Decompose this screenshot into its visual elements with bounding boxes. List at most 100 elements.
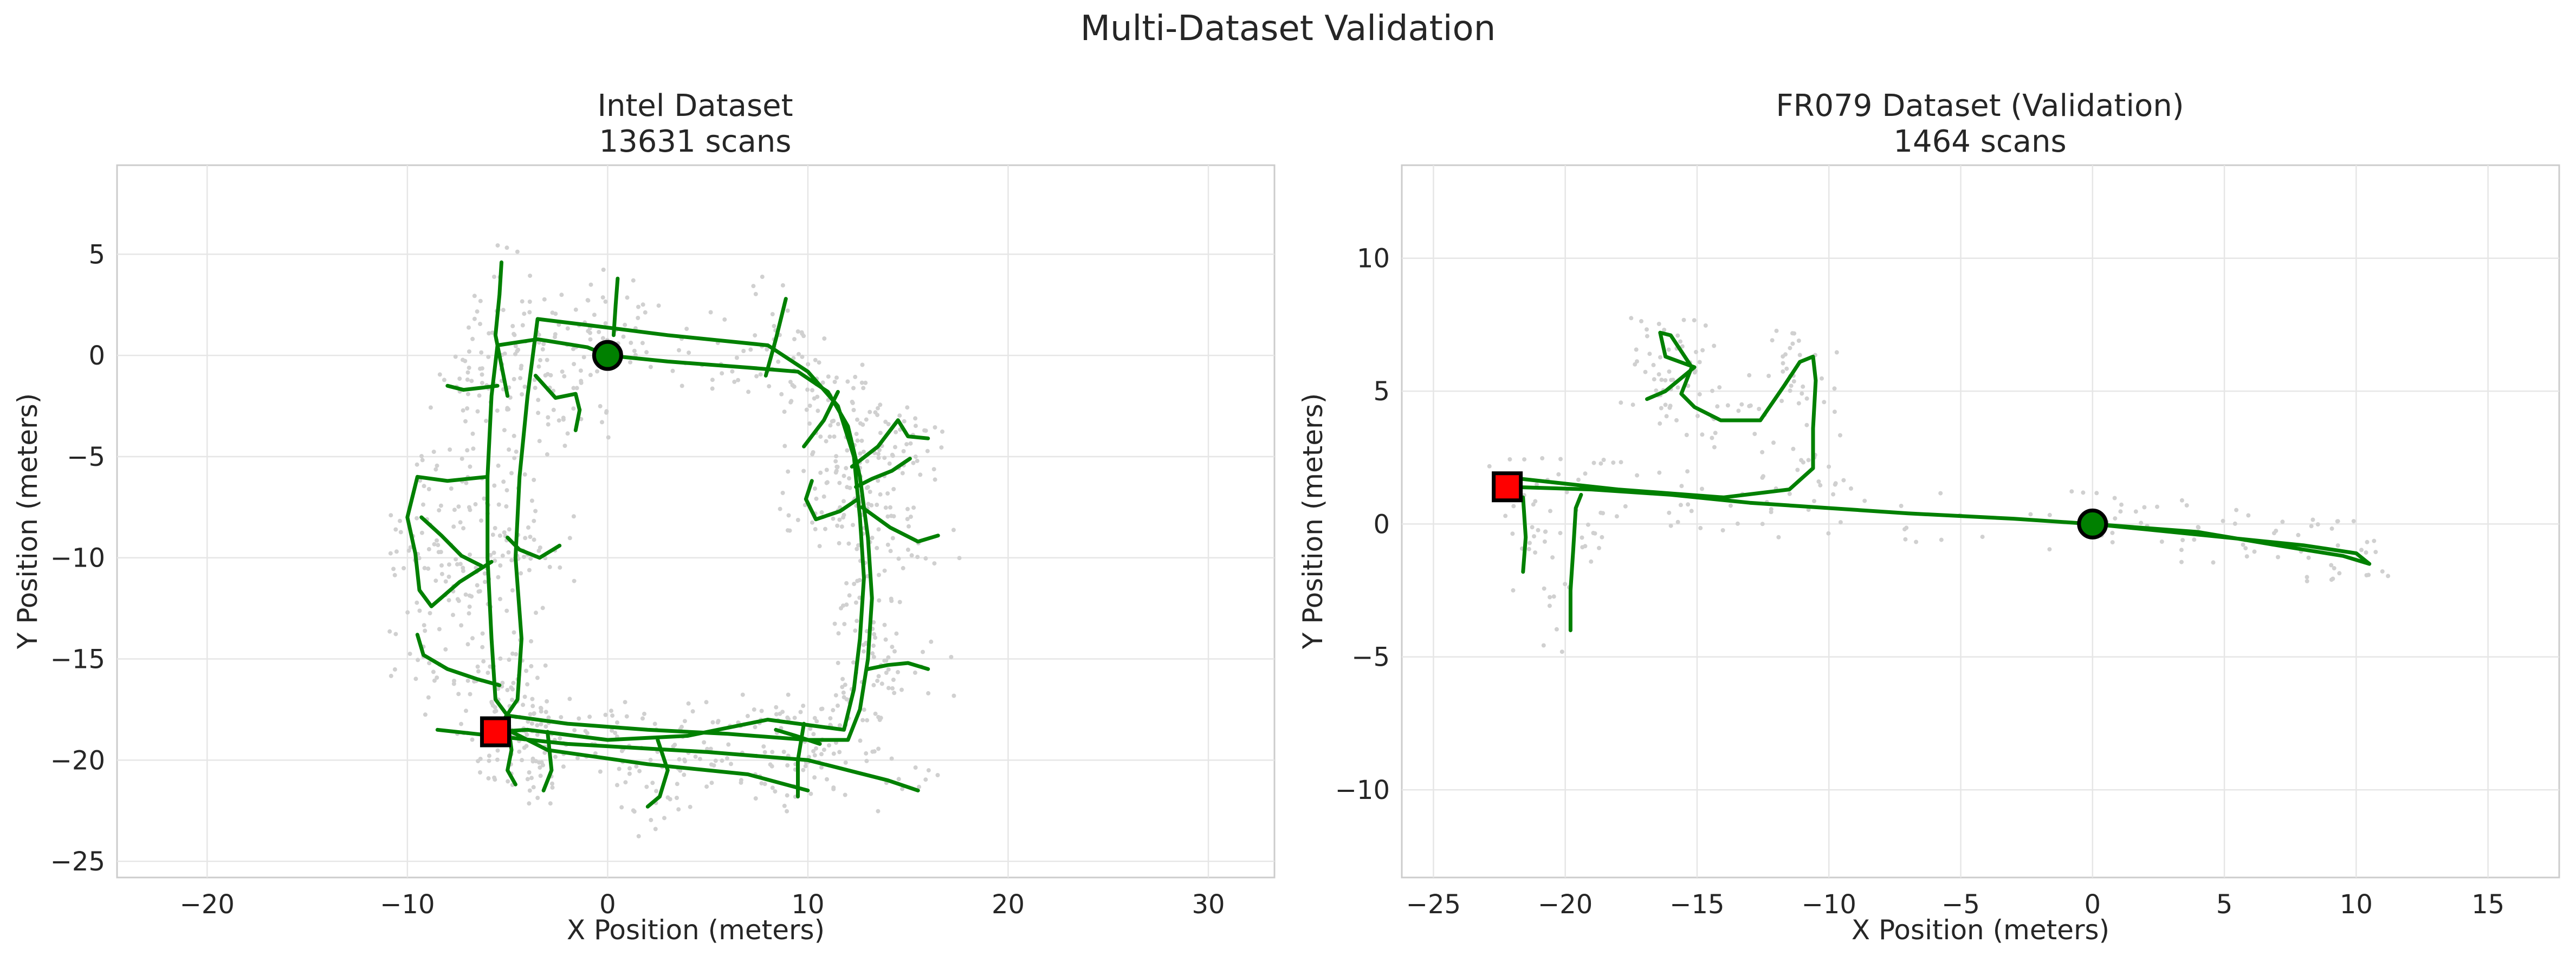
intel-map-point: [394, 549, 399, 554]
intel-map-point: [913, 424, 918, 428]
fr079-map-point: [1580, 535, 1584, 540]
intel-map-point: [693, 754, 698, 759]
intel-map-point: [509, 558, 514, 563]
fr079-map-point: [1554, 627, 1559, 632]
intel-map-point: [387, 629, 392, 634]
intel-trajectory-segment: [541, 730, 554, 792]
intel-map-point: [705, 746, 710, 751]
intel-y-axis-label: Y Position (meters): [12, 393, 43, 649]
intel-map-point: [818, 470, 823, 475]
intel-map-point: [495, 243, 500, 248]
intel-map-point: [459, 623, 464, 628]
intel-map-point: [478, 770, 482, 775]
intel-map-point: [572, 362, 577, 367]
fr079-y-tick-label: 0: [1373, 509, 1390, 540]
fr079-map-point: [1533, 499, 1538, 504]
intel-map-point: [624, 714, 629, 719]
intel-x-axis-label: X Position (meters): [567, 914, 825, 946]
intel-map-point: [682, 719, 687, 724]
intel-map-point: [865, 485, 869, 490]
intel-map-point: [520, 758, 525, 763]
fr079-x-tick-label: 0: [2085, 889, 2101, 920]
intel-map-point: [643, 310, 648, 315]
intel-map-point: [740, 692, 745, 697]
intel-map-point: [574, 386, 579, 391]
intel-map-point: [465, 678, 470, 683]
intel-map-point: [458, 562, 463, 567]
intel-map-point: [770, 785, 775, 790]
intel-map-point: [826, 374, 831, 379]
fr079-map-point: [1591, 460, 1596, 465]
intel-map-point: [531, 785, 536, 790]
intel-map-point: [476, 759, 481, 764]
intel-map-point: [455, 597, 460, 602]
fr079-map-point: [1831, 492, 1836, 497]
intel-map-point: [575, 756, 580, 760]
intel-map-point: [528, 712, 533, 717]
intel-map-point: [858, 451, 863, 456]
intel-map-point: [432, 542, 437, 547]
intel-map-point: [559, 715, 564, 720]
intel-map-point: [801, 334, 806, 339]
intel-map-point: [868, 490, 872, 494]
fr079-map-point: [2252, 549, 2257, 554]
intel-map-point: [876, 809, 881, 814]
intel-map-point: [837, 480, 842, 485]
fr079-trajectory-segment: [1494, 330, 1818, 499]
intel-map-point: [406, 548, 411, 553]
fr079-map-point: [1728, 503, 1733, 508]
intel-map-point: [878, 402, 883, 407]
fr079-map-point: [2305, 575, 2309, 580]
intel-map-point: [684, 327, 689, 332]
intel-map-point: [610, 713, 615, 718]
intel-map-point: [600, 336, 605, 341]
intel-map-point: [697, 757, 702, 762]
intel-map-point: [456, 692, 461, 697]
fr079-map-point: [1736, 408, 1741, 413]
intel-map-point: [877, 598, 882, 603]
intel-map-point: [457, 376, 462, 381]
intel-map-point: [913, 454, 918, 459]
intel-map-point: [527, 770, 532, 775]
intel-map-point: [532, 518, 536, 523]
intel-map-point: [803, 764, 808, 769]
fr079-map-point: [1771, 440, 1776, 445]
intel-map-point: [801, 768, 806, 772]
intel-map-point: [877, 573, 881, 577]
fr079-map-point: [2366, 573, 2371, 577]
intel-map-point: [545, 699, 549, 704]
intel-map-point: [422, 484, 426, 489]
intel-map-point: [844, 602, 849, 607]
intel-map-point: [416, 658, 420, 662]
intel-map-point: [648, 365, 653, 369]
intel-map-point: [538, 765, 542, 770]
intel-map-point: [708, 746, 713, 751]
fr079-map-point: [1542, 539, 1547, 544]
intel-map-point: [841, 603, 845, 608]
intel-map-point: [522, 385, 527, 389]
intel-y-tick-label: −10: [50, 543, 105, 574]
intel-map-point: [510, 687, 515, 692]
fr079-map-point: [1834, 350, 1839, 355]
intel-map-point: [806, 362, 811, 367]
intel-map-point: [932, 561, 937, 566]
intel-map-point: [522, 745, 527, 750]
intel-map-point: [839, 524, 844, 529]
fr079-map-point: [1806, 458, 1811, 463]
intel-map-point: [504, 608, 509, 613]
intel-map-point: [623, 700, 627, 705]
intel-map-point: [912, 670, 917, 675]
intel-map-point: [952, 693, 956, 698]
intel-map-point: [876, 527, 881, 532]
intel-y-tick-label: 0: [88, 341, 105, 371]
intel-map-point: [773, 789, 778, 794]
intel-map-point: [407, 652, 412, 656]
intel-map-point: [496, 502, 501, 507]
fr079-map-point: [1791, 379, 1796, 384]
intel-map-point: [836, 421, 840, 426]
intel-trajectory-segment: [774, 727, 822, 746]
fr079-map-point: [1804, 396, 1809, 401]
intel-map-point: [507, 527, 512, 532]
intel-map-point: [656, 303, 661, 308]
intel-map-point: [878, 431, 883, 435]
